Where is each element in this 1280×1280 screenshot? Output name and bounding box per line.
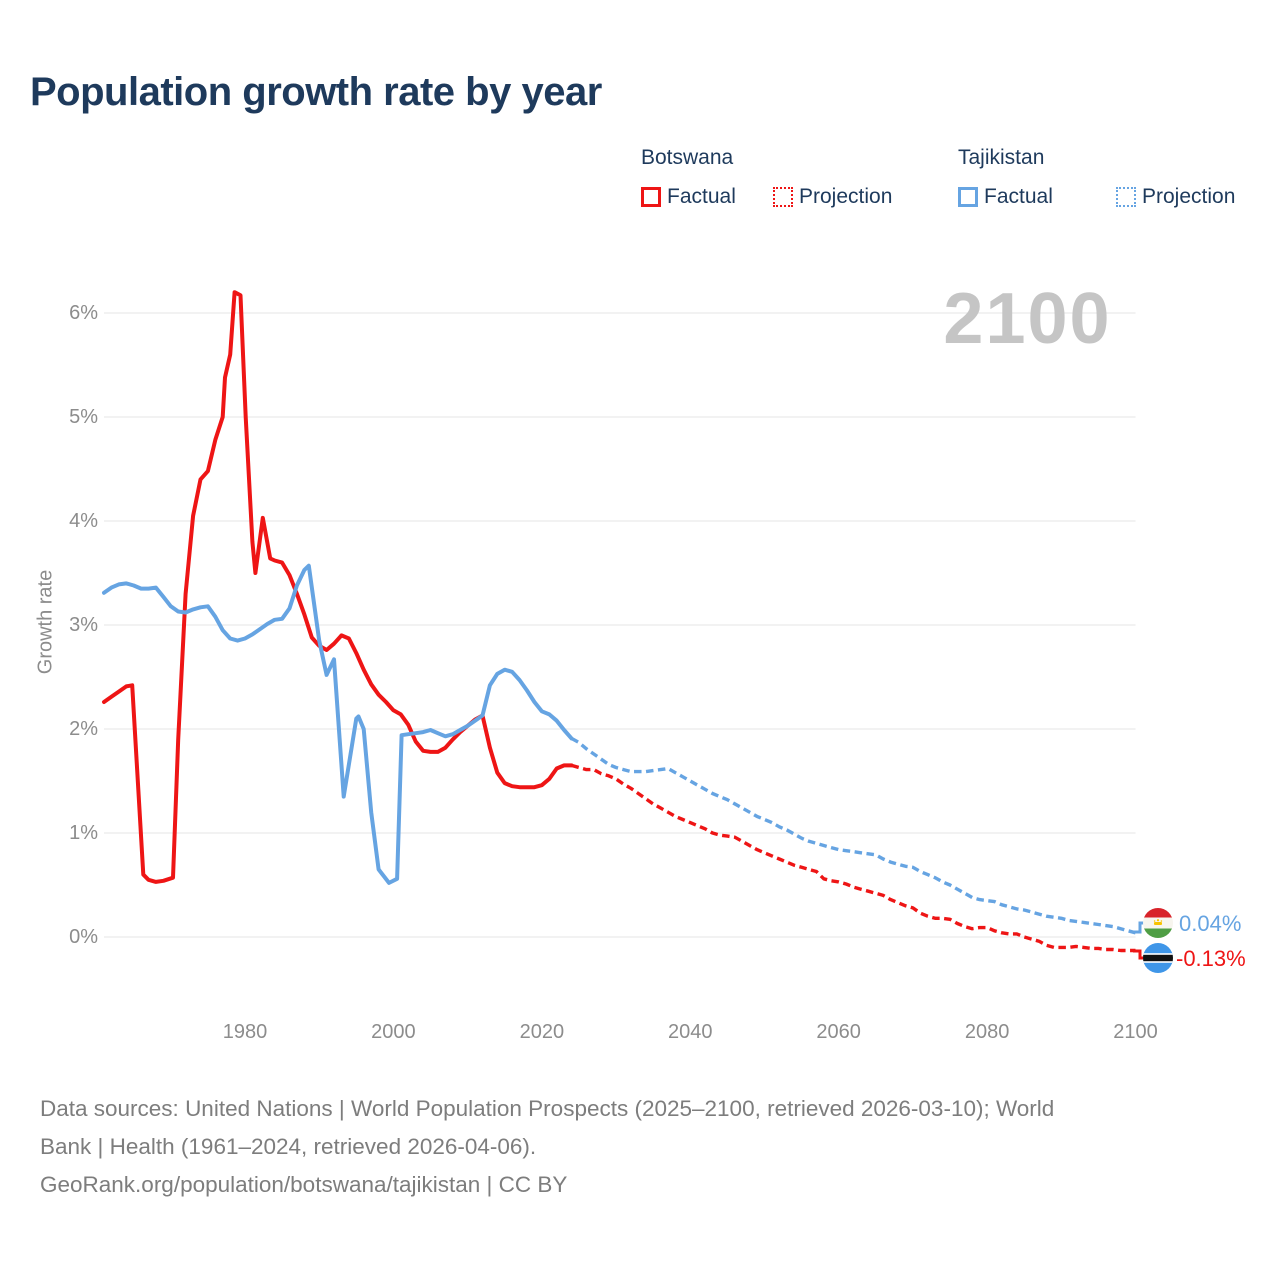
data-sources-line-2: Bank | Health (1961–2024, retrieved 2026… [40,1134,537,1159]
x-tick-label: 2040 [667,1021,713,1043]
legend-item-tajikistan-projection[interactable]: Projection [1116,185,1235,209]
tajikistan-flag-icon [1143,908,1173,938]
y-tick-label: 1% [69,822,98,844]
legend-country-botswana: Botswana [641,146,734,169]
x-tick-label: 2000 [371,1021,416,1043]
tajikistan-end-value: 0.04% [1179,911,1242,936]
y-tick-label: 3% [69,614,98,636]
y-tick-label: 5% [69,406,98,428]
y-tick-label: 6% [69,302,98,324]
x-tick-label: 2080 [964,1021,1010,1043]
legend-item-label: Projection [1142,185,1236,208]
x-tick-label: 2100 [1113,1021,1158,1043]
x-tick-label: 2020 [519,1021,565,1043]
x-tick-label: 2060 [816,1021,861,1043]
series-tajikistan-projection[interactable] [570,736,1136,935]
y-tick-label: 2% [69,718,98,740]
footer: Data sources: United Nations | World Pop… [40,1090,1240,1204]
data-sources-line-1: Data sources: United Nations | World Pop… [40,1096,1055,1121]
legend-item-label: Factual [984,185,1053,208]
series-tajikistan-factual[interactable] [102,563,574,885]
legend-item-botswana-factual[interactable]: Factual [641,185,736,209]
series-botswana-factual[interactable] [102,290,574,884]
legend-item-tajikistan-factual[interactable]: Factual [958,185,1053,209]
botswana-flag-icon [1143,943,1173,973]
botswana-end-value: -0.13% [1176,946,1246,971]
tajikistan-factual-swatch-icon [958,187,978,207]
botswana-factual-swatch-icon [641,187,661,207]
series-botswana-projection[interactable] [571,763,1136,953]
page-title: Population growth rate by year [30,70,602,114]
legend-item-label: Projection [799,185,893,208]
legend-item-label: Factual [667,185,736,208]
y-tick-label: 0% [69,926,98,948]
legend-item-botswana-projection[interactable]: Projection [773,185,892,209]
tajikistan-projection-swatch-icon [1116,187,1136,207]
y-tick-label: 4% [69,510,98,532]
x-tick-label: 1980 [222,1021,268,1043]
botswana-projection-swatch-icon [773,187,793,207]
attribution-line: GeoRank.org/population/botswana/tajikist… [40,1172,568,1197]
legend-country-tajikistan: Tajikistan [958,146,1045,169]
